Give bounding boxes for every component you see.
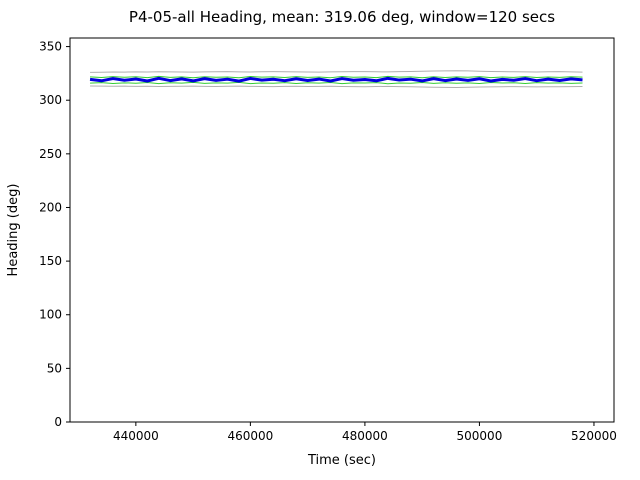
x-tick-label: 440000 xyxy=(113,429,159,443)
series-raw-heading-lower-line xyxy=(90,81,583,85)
plot-area: 440000 460000 480000 500000 520000 0 50 100 150 2… xyxy=(39,37,617,443)
y-tick-label: 200 xyxy=(39,200,62,214)
chart-title: P4-05-all Heading, mean: 319.06 deg, win… xyxy=(129,8,555,26)
y-tick-label: 350 xyxy=(39,40,62,54)
y-tick-label: 50 xyxy=(47,361,62,375)
series-upper-envelope-line xyxy=(90,70,583,73)
x-tick-label: 520000 xyxy=(571,429,617,443)
series-lower-envelope-line xyxy=(90,85,583,88)
x-axis-label: Time (sec) xyxy=(307,453,376,468)
y-tick-label: 150 xyxy=(39,254,62,268)
y-tick-label: 100 xyxy=(39,308,62,322)
axes-frame xyxy=(69,37,615,423)
x-tick-label: 460000 xyxy=(227,429,273,443)
series-windowed-mean-heading-line xyxy=(89,76,583,83)
y-tick-label: 300 xyxy=(39,93,62,107)
x-tick-label: 480000 xyxy=(342,429,388,443)
y-tick-label: 250 xyxy=(39,147,62,161)
x-tick-label: 500000 xyxy=(457,429,503,443)
y-tick-label: 0 xyxy=(54,415,62,429)
y-axis-label: Heading (deg) xyxy=(6,184,21,277)
series-raw-heading-upper-line xyxy=(90,75,583,79)
